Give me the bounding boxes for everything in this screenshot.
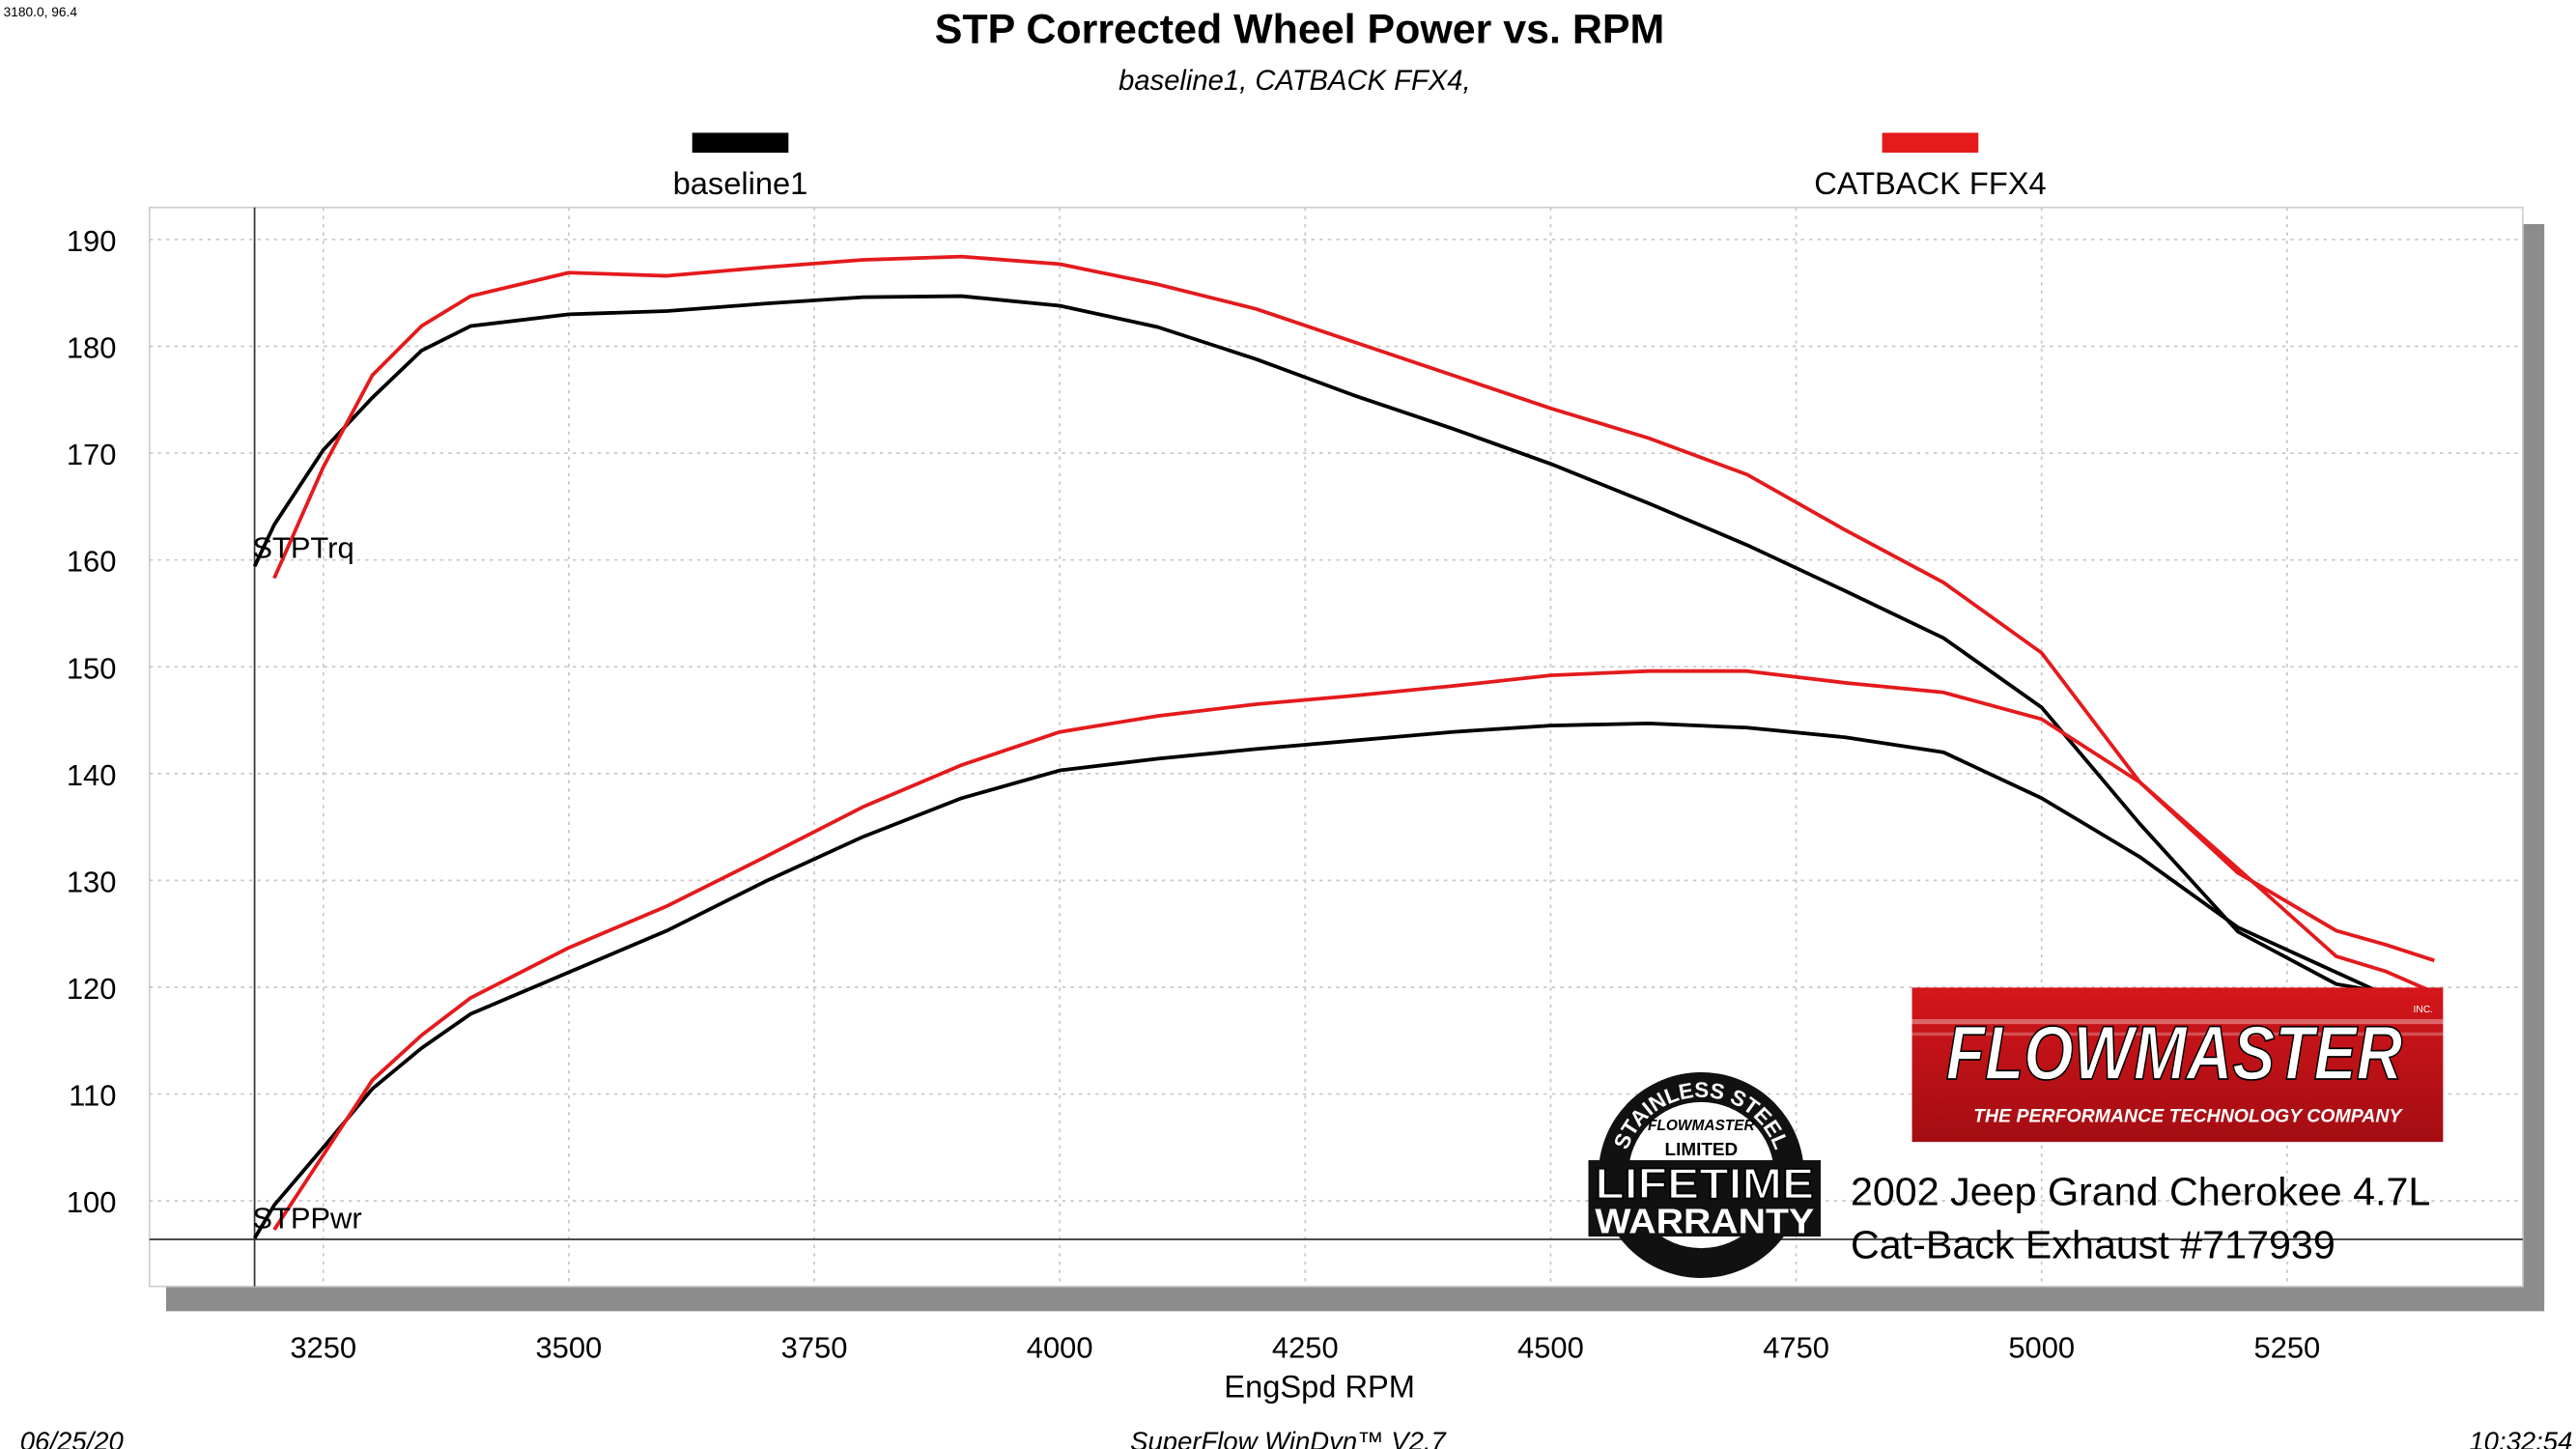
data-line — [272, 668, 2435, 1232]
x-tick-label: 3250 — [290, 1330, 356, 1364]
badge-line: WARRANTY — [1595, 1202, 1814, 1241]
badge-kind: LIMITED — [1665, 1140, 1739, 1160]
legend-swatch — [1882, 132, 1979, 154]
y-tick-label: 160 — [67, 545, 117, 579]
footer-software: SuperFlow WinDyn™ V2.7 — [1130, 1427, 1447, 1449]
y-tick-label: 120 — [67, 972, 117, 1006]
y-tick-label: 190 — [67, 224, 117, 258]
x-tick-label: 4000 — [1027, 1330, 1093, 1364]
cursor-readout: 3180.0, 96.4 — [4, 5, 78, 19]
x-tick-label: 5000 — [2008, 1330, 2075, 1364]
x-tick-label: 4250 — [1272, 1330, 1339, 1364]
y-tick-label: 100 — [67, 1185, 117, 1219]
footer-date: 06/25/20 — [20, 1427, 125, 1449]
y-tick-label: 180 — [67, 331, 117, 365]
logo-stripe — [1911, 1018, 2444, 1025]
x-tick-label: 5250 — [2253, 1330, 2320, 1364]
y-tick-label: 170 — [67, 438, 117, 471]
badge: STAINLESS STEEL FLOWMASTER LIMITED LIFET… — [1588, 1071, 1822, 1279]
logo-stripe — [1911, 1032, 2444, 1037]
logo: FLOWMASTER INC. THE PERFORMANCE TECHNOLO… — [1911, 987, 2444, 1143]
legend-label: CATBACK FFX4 — [1814, 165, 2047, 201]
caption-line: Cat-Back Exhaust #717939 — [1851, 1222, 2335, 1266]
badge-line: LIFETIME — [1595, 1161, 1814, 1208]
x-tick-label: 3750 — [781, 1330, 848, 1364]
data-line — [252, 721, 2387, 1239]
badge-brand: FLOWMASTER — [1648, 1118, 1756, 1134]
legend-label: baseline1 — [673, 165, 808, 201]
y-tick-label: 110 — [69, 1079, 116, 1113]
data-line — [272, 254, 2436, 995]
x-tick-label: 3500 — [535, 1330, 602, 1364]
badge-banner — [1588, 1160, 1822, 1237]
curve-label: STPPwr — [252, 1201, 361, 1235]
y-tick-label: 150 — [67, 651, 117, 685]
x-tick-label: 4750 — [1763, 1330, 1829, 1364]
x-axis-label: EngSpd RPM — [1224, 1369, 1415, 1405]
y-tick-label: 130 — [67, 865, 117, 898]
chart-subtitle: baseline1, CATBACK FFX4, — [1118, 66, 1470, 97]
legend-swatch — [692, 132, 789, 154]
footer-time: 10:32:54 — [2469, 1427, 2572, 1449]
logo-mark: INC. — [2413, 1005, 2433, 1015]
logo-box — [1911, 987, 2444, 1143]
logo-tagline: THE PERFORMANCE TECHNOLOGY COMPANY — [1973, 1106, 2403, 1127]
caption-line: 2002 Jeep Grand Cherokee 4.7L — [1851, 1169, 2430, 1213]
chart-title: STP Corrected Wheel Power vs. RPM — [935, 7, 1665, 53]
y-tick-label: 140 — [67, 758, 117, 792]
curve-label: STPTrq — [252, 530, 354, 564]
x-tick-label: 4500 — [1517, 1330, 1584, 1364]
logo-name: FLOWMASTER — [1946, 1009, 2403, 1095]
data-line — [252, 294, 2386, 995]
